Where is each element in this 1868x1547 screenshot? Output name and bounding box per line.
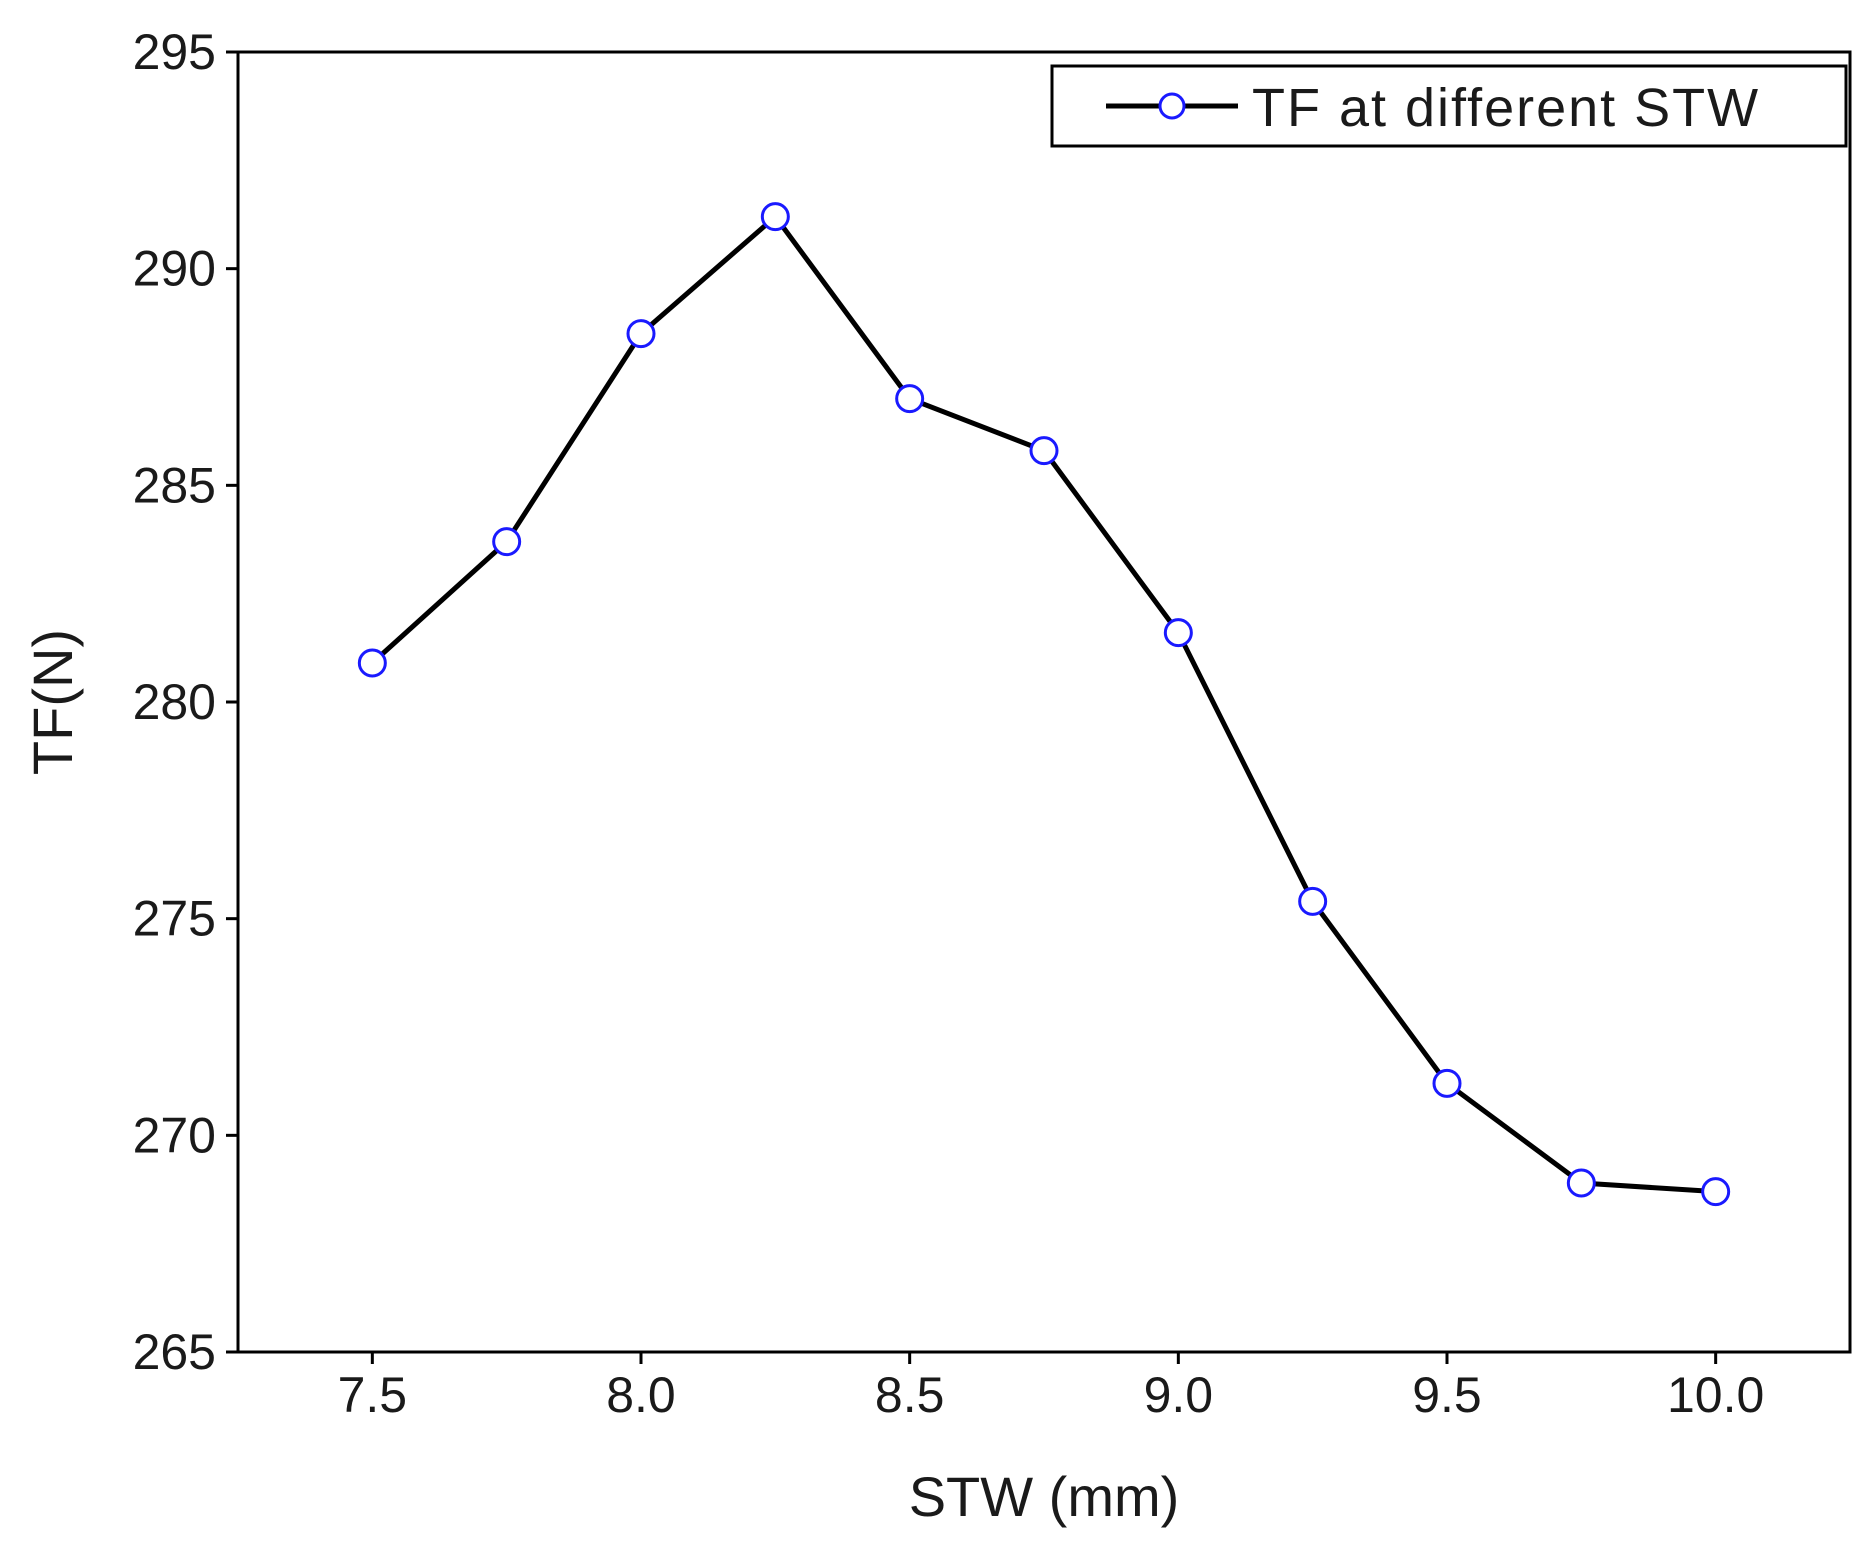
x-axis-title: STW (mm) [909,1465,1180,1528]
y-tick-label: 295 [133,24,216,80]
x-tick-label: 8.5 [875,1367,945,1423]
data-point [1298,886,1328,916]
x-tick-label: 9.5 [1412,1367,1482,1423]
data-point [1432,1068,1462,1098]
y-tick-label: 270 [133,1107,216,1163]
data-point [1566,1168,1596,1198]
y-axis-title: TF(N) [21,629,84,775]
data-point [492,527,522,557]
data-point [1163,618,1193,648]
y-tick-label: 290 [133,241,216,297]
x-axis-ticks: 7.5 8.0 8.5 9.0 9.5 10.0 [338,1352,1764,1423]
y-tick-label: 265 [133,1324,216,1380]
data-point [357,648,387,678]
x-tick-label: 10.0 [1667,1367,1764,1423]
y-tick-label: 285 [133,457,216,513]
x-tick-label: 7.5 [338,1367,408,1423]
y-tick-label: 275 [133,891,216,947]
data-point [626,319,656,349]
legend-label: TF at different STW [1252,78,1760,138]
x-tick-label: 8.0 [606,1367,676,1423]
legend: TF at different STW [1050,64,1848,148]
data-point [895,384,925,414]
data-point [760,202,790,232]
y-axis-ticks: 265 270 275 280 285 290 295 [133,24,238,1380]
legend-marker-icon [1158,92,1186,120]
plot-area [236,50,1852,1354]
y-tick-label: 280 [133,674,216,730]
data-point [1701,1177,1731,1207]
data-point [1029,436,1059,466]
series-layer [357,202,1731,1207]
x-tick-label: 9.0 [1144,1367,1214,1423]
